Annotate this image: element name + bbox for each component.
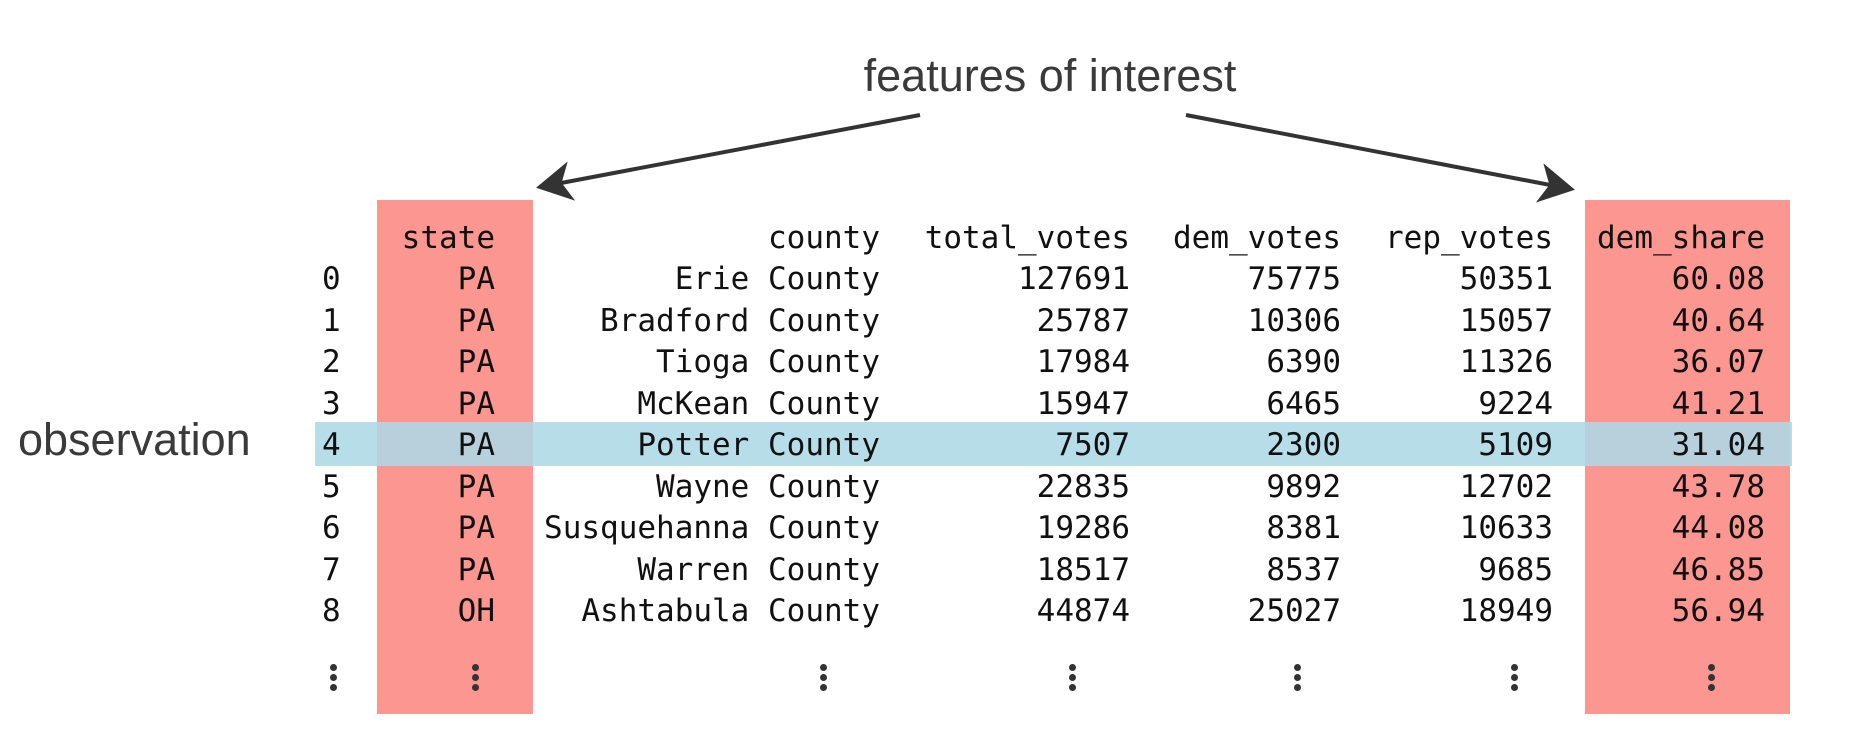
table-cell-dem-share: 43.78: [1671, 468, 1765, 505]
table-cell-rep-votes: 9685: [1478, 551, 1553, 588]
table-cell-dem-share: 40.64: [1671, 302, 1765, 339]
table-cell-dem-votes: 8537: [1266, 551, 1341, 588]
table-cell-rep-votes: 12702: [1459, 468, 1553, 505]
ellipsis-dot: [1294, 684, 1301, 691]
column-header-rep-votes: rep_votes: [1385, 220, 1553, 256]
row-index: 2: [322, 344, 341, 380]
row-index: 8: [322, 593, 341, 629]
table-cell-total-votes: 22835: [1036, 468, 1130, 505]
table-cell-state: PA: [457, 302, 495, 339]
table-cell-dem-votes: 25027: [1247, 593, 1341, 629]
ellipsis-dot: [1708, 684, 1715, 691]
ellipsis-dot: [472, 684, 479, 691]
table-cell-dem-share: 41.21: [1671, 385, 1765, 422]
ellipsis-dot: [1069, 674, 1076, 681]
ellipsis-dot: [1069, 684, 1076, 691]
table-cell-county: Warren County: [637, 551, 880, 588]
table-cell-dem-share: 56.94: [1671, 593, 1765, 629]
row-index: 0: [322, 261, 341, 297]
ellipsis-dot: [330, 664, 337, 671]
table-cell-dem-votes: 9892: [1266, 468, 1341, 505]
table-cell-dem-votes: 75775: [1247, 261, 1341, 297]
ellipsis-dot: [330, 684, 337, 691]
row-index: 5: [322, 468, 341, 505]
ellipsis-dot: [820, 684, 827, 691]
table-cell-total-votes: 7507: [1055, 427, 1130, 463]
table-cell-rep-votes: 11326: [1459, 344, 1553, 380]
ellipsis-dot: [1511, 684, 1518, 691]
ellipsis-dot: [1708, 674, 1715, 681]
observation-label: observation: [18, 414, 251, 465]
ellipsis-dot: [820, 674, 827, 681]
table-cell-county: Erie County: [674, 261, 880, 297]
table-cell-total-votes: 127691: [1018, 261, 1130, 297]
table-cell-state: PA: [457, 427, 495, 463]
ellipsis-dot: [1511, 674, 1518, 681]
table-cell-dem-share: 31.04: [1671, 427, 1765, 463]
column-header-dem-votes: dem_votes: [1173, 220, 1341, 256]
table-cell-rep-votes: 50351: [1459, 261, 1553, 297]
table-cell-state: PA: [457, 468, 495, 505]
table-cell-county: Wayne County: [656, 468, 880, 505]
column-header-county: county: [768, 220, 880, 256]
table-cell-total-votes: 19286: [1036, 510, 1130, 546]
table-cell-state: PA: [457, 551, 495, 588]
column-header-state: state: [401, 220, 495, 256]
table-cell-dem-votes: 6390: [1266, 344, 1341, 380]
table-cell-total-votes: 15947: [1036, 385, 1130, 422]
table-cell-dem-votes: 6465: [1266, 385, 1341, 422]
table-cell-state: PA: [457, 261, 495, 297]
ellipsis-dot: [1069, 664, 1076, 671]
table-cell-county: Bradford County: [600, 302, 880, 339]
ellipsis-dot: [472, 674, 479, 681]
observation-row-highlight: [315, 422, 1792, 466]
table-cell-rep-votes: 10633: [1459, 510, 1553, 546]
column-header-total-votes: total_votes: [924, 220, 1130, 256]
table-cell-total-votes: 25787: [1036, 302, 1130, 339]
table-cell-total-votes: 18517: [1036, 551, 1130, 588]
table-cell-total-votes: 44874: [1036, 593, 1130, 629]
arrow-to-dem-share: [1185, 113, 1575, 203]
ellipsis-dot: [472, 664, 479, 671]
row-index: 7: [322, 551, 341, 588]
table-cell-dem-share: 44.08: [1671, 510, 1765, 546]
column-header-dem-share: dem_share: [1597, 220, 1765, 256]
row-index: 1: [322, 302, 341, 339]
table-cell-state: PA: [457, 385, 495, 422]
ellipsis-dot: [1708, 664, 1715, 671]
table-cell-dem-share: 36.07: [1671, 344, 1765, 380]
features-of-interest-label: features of interest: [863, 50, 1237, 101]
table-cell-dem-votes: 10306: [1247, 302, 1341, 339]
ellipsis-dot: [1511, 664, 1518, 671]
arrow-to-state: [536, 113, 921, 201]
ellipsis-dot: [1294, 664, 1301, 671]
table-cell-dem-share: 46.85: [1671, 551, 1765, 588]
table-cell-dem-votes: 2300: [1266, 427, 1341, 463]
table-cell-state: PA: [457, 510, 495, 546]
ellipsis-dot: [330, 674, 337, 681]
table-cell-county: Susquehanna County: [544, 510, 880, 546]
table-cell-state: PA: [457, 344, 495, 380]
row-index: 3: [322, 385, 341, 422]
table-cell-county: Potter County: [637, 427, 880, 463]
table-cell-total-votes: 17984: [1036, 344, 1130, 380]
ellipsis-dot: [1294, 674, 1301, 681]
row-index: 4: [322, 427, 341, 463]
table-cell-rep-votes: 5109: [1478, 427, 1553, 463]
table-cell-county: Ashtabula County: [581, 593, 880, 629]
row-index: 6: [322, 510, 341, 546]
table-cell-county: Tioga County: [656, 344, 880, 380]
table-cell-rep-votes: 9224: [1478, 385, 1553, 422]
table-cell-state: OH: [457, 593, 495, 629]
table-cell-dem-share: 60.08: [1671, 261, 1765, 297]
ellipsis-dot: [820, 664, 827, 671]
table-cell-county: McKean County: [637, 385, 880, 422]
table-cell-dem-votes: 8381: [1266, 510, 1341, 546]
table-cell-rep-votes: 15057: [1459, 302, 1553, 339]
table-cell-rep-votes: 18949: [1459, 593, 1553, 629]
